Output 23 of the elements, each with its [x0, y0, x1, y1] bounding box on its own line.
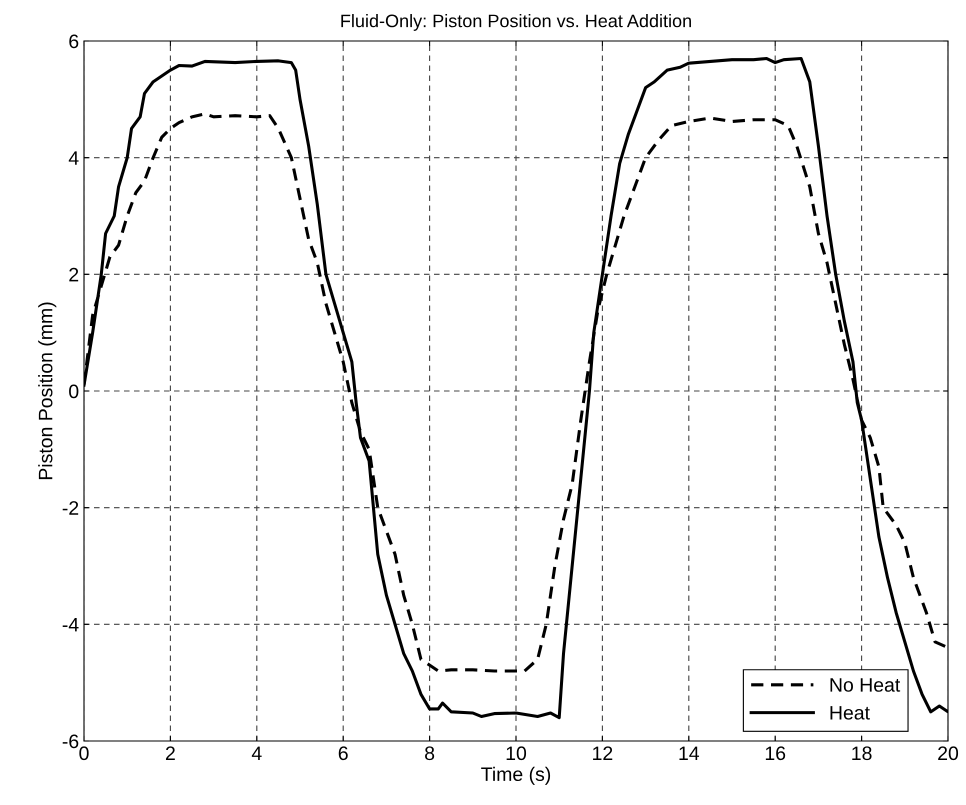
- legend-label: No Heat: [830, 678, 900, 692]
- legend-label: Heat: [830, 706, 870, 720]
- y-tick-label: 4: [68, 151, 79, 165]
- x-tick-label: 18: [852, 746, 872, 760]
- x-tick-label: 8: [425, 746, 434, 760]
- x-tick-label: 4: [252, 746, 262, 760]
- y-tick-label: 0: [69, 384, 78, 398]
- y-tick-label: -6: [62, 734, 78, 748]
- chart-title: Fluid-Only: Piston Position vs. Heat Addition: [341, 14, 691, 31]
- x-tick-label: 14: [679, 746, 700, 760]
- y-tick-label: 6: [69, 34, 78, 48]
- y-axis-title: Piston Position (mm): [38, 302, 56, 480]
- x-tick-label: 20: [938, 746, 958, 760]
- y-tick-label: -2: [62, 501, 78, 515]
- x-tick-label: 6: [338, 746, 348, 760]
- y-tick-label: 2: [69, 268, 78, 282]
- x-tick-label: 0: [79, 746, 89, 760]
- x-tick-label: 10: [506, 746, 526, 760]
- x-tick-label: 16: [766, 746, 786, 760]
- x-tick-label: 2: [166, 746, 175, 760]
- x-tick-label: 12: [593, 746, 612, 760]
- x-axis-title: Time (s): [481, 766, 550, 785]
- y-tick-label: -4: [62, 618, 79, 632]
